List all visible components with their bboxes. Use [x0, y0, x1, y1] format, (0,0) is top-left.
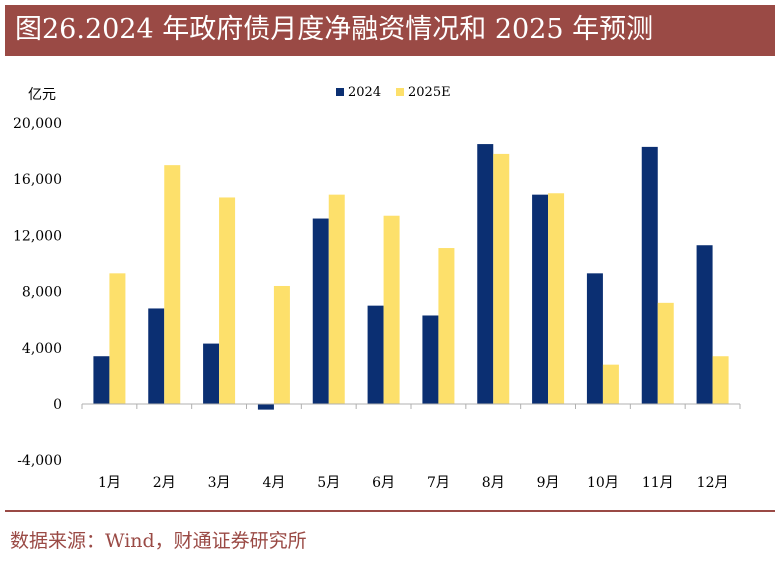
legend-swatch-2024	[336, 88, 344, 96]
x-tick-label: 11月	[642, 475, 674, 491]
y-tick-label: 4,000	[22, 341, 62, 357]
x-axis: 1月 2月 3月 4月 5月 6月 7月 8月 9月 10月 11月 12月	[81, 403, 741, 491]
x-tick-label: 7月	[427, 475, 450, 491]
bar-2025E-12	[712, 356, 729, 404]
bar-2024-10	[586, 273, 603, 404]
x-tick-label: 8月	[482, 475, 505, 491]
bar-2024-4	[257, 404, 274, 410]
y-tick-label: 8,000	[22, 285, 62, 301]
y-tick-label: 16,000	[13, 172, 62, 188]
bar-2024-1	[93, 356, 110, 404]
bar-2025E-9	[548, 193, 565, 404]
title-bar: 图26.2024 年政府债月度净融资情况和 2025 年预测	[5, 5, 775, 56]
legend-swatch-2025E	[396, 88, 404, 96]
x-tick-label: 12月	[697, 475, 729, 491]
bar-2025E-7	[438, 248, 455, 404]
bar-2025E-11	[657, 302, 674, 404]
x-tick-label: 9月	[537, 475, 560, 491]
bar-2025E-2	[164, 165, 181, 404]
source-note: 数据来源：Wind，财通证券研究所	[10, 530, 307, 552]
bar-2024-5	[312, 218, 329, 404]
bar-2024-2	[148, 308, 165, 404]
y-tick-label: 12,000	[13, 228, 62, 244]
y-tick-label: -4,000	[17, 453, 62, 469]
bar-2024-8	[477, 144, 494, 404]
bar-2024-9	[532, 194, 549, 404]
footer-divider	[5, 510, 775, 512]
x-tick-label: 6月	[372, 475, 395, 491]
y-unit-label: 亿元	[28, 87, 56, 103]
x-tick-label: 2月	[153, 475, 176, 491]
y-axis: -4,000 0 4,000 8,000 12,000 16,000 20,000	[13, 116, 62, 469]
bar-2025E-1	[109, 273, 126, 404]
bar-2025E-5	[328, 194, 345, 404]
y-tick-label: 20,000	[13, 116, 62, 132]
bar-2024-11	[641, 146, 658, 404]
bars	[93, 144, 729, 410]
legend-label-2025E: 2025E	[408, 85, 451, 100]
x-tick-label: 3月	[208, 475, 231, 491]
bar-2024-12	[696, 245, 713, 404]
legend: 2024 2025E	[336, 85, 451, 100]
bar-2025E-4	[273, 285, 290, 404]
x-tick-label: 1月	[98, 475, 121, 491]
bar-2024-7	[422, 315, 439, 404]
bar-2025E-6	[383, 215, 400, 404]
bar-2025E-10	[602, 364, 619, 404]
y-tick-label: 0	[53, 397, 62, 413]
x-tick-label: 10月	[587, 475, 619, 491]
bar-2025E-8	[493, 153, 510, 404]
x-tick-label: 4月	[262, 475, 285, 491]
x-tick-label: 5月	[317, 475, 340, 491]
legend-label-2024: 2024	[348, 85, 381, 100]
chart-title: 图26.2024 年政府债月度净融资情况和 2025 年预测	[15, 14, 654, 45]
bar-2024-6	[367, 305, 384, 404]
bar-2025E-3	[219, 197, 236, 404]
bar-2024-3	[203, 343, 220, 404]
